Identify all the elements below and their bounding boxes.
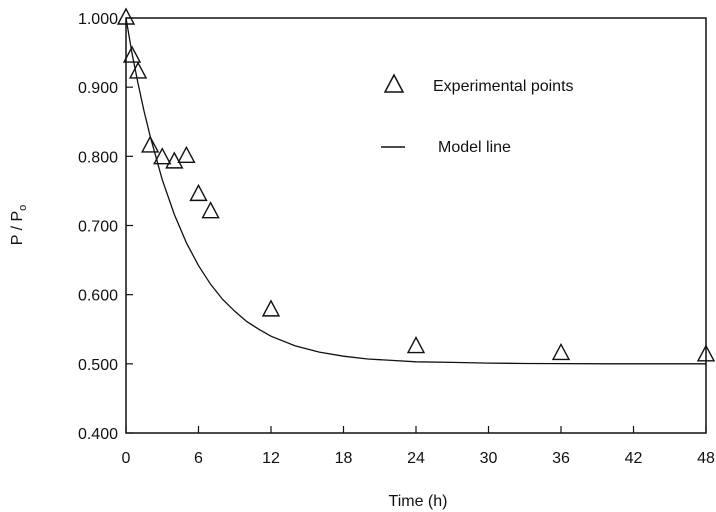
data-point <box>406 336 426 354</box>
experimental-points <box>116 7 716 362</box>
data-point <box>122 45 142 63</box>
legend-label-experimental: Experimental points <box>433 78 574 95</box>
y-axis-title: P / Po <box>9 205 29 246</box>
y-tick-label: 0.600 <box>78 288 118 305</box>
x-tick-label: 48 <box>697 450 715 467</box>
x-tick-label: 42 <box>625 450 643 467</box>
y-tick-label: 0.500 <box>78 357 118 374</box>
x-tick-label: 24 <box>407 450 425 467</box>
x-tick-label: 6 <box>194 450 203 467</box>
y-axis-title-main: P / P <box>9 211 26 245</box>
y-tick-label: 1.000 <box>78 11 118 28</box>
x-tick-label: 30 <box>480 450 498 467</box>
y-axis: 0.400 0.500 0.600 0.700 0.800 0.900 1.000 <box>78 11 133 443</box>
y-tick-label: 0.800 <box>78 149 118 166</box>
model-line <box>125 17 706 365</box>
x-tick-label: 0 <box>122 450 131 467</box>
legend-triangle-icon <box>383 73 405 93</box>
data-point <box>201 201 220 219</box>
data-point <box>551 342 571 361</box>
data-point <box>116 7 136 25</box>
data-point <box>261 299 281 317</box>
data-point <box>696 344 716 362</box>
data-point <box>165 151 184 169</box>
y-tick-label: 0.400 <box>78 426 118 443</box>
data-point <box>189 183 208 202</box>
legend-label-model: Model line <box>438 139 511 156</box>
x-axis: 0 6 12 18 24 30 36 42 48 <box>122 426 715 467</box>
legend: Experimental points Model line <box>381 73 574 156</box>
x-tick-label: 18 <box>335 450 353 467</box>
data-point <box>141 135 160 153</box>
data-point <box>153 147 172 165</box>
x-axis-title: Time (h) <box>389 493 448 510</box>
y-axis-title-subscript: o <box>17 205 29 211</box>
data-point <box>177 145 196 164</box>
x-tick-label: 12 <box>262 450 280 467</box>
y-tick-label: 0.700 <box>78 219 118 236</box>
data-point <box>128 61 148 79</box>
x-tick-label: 36 <box>552 450 570 467</box>
plot-frame <box>125 17 707 434</box>
y-tick-label: 0.900 <box>78 80 118 97</box>
